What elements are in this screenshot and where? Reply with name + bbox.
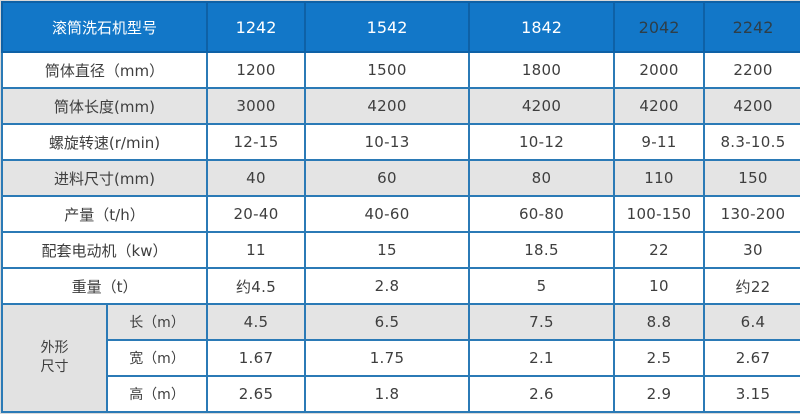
cell-value: 40-60 xyxy=(304,195,471,233)
table-row-feed-size: 进料尺寸(mm) 40 60 80 110 150 xyxy=(0,159,800,197)
row-label: 长（m） xyxy=(105,303,209,341)
cell-value: 40 xyxy=(206,159,307,197)
cell-value: 130-200 xyxy=(703,195,800,233)
cell-value: 80 xyxy=(468,159,616,197)
cell-value: 10-12 xyxy=(468,123,616,161)
model-header-1542: 1542 xyxy=(304,1,471,53)
cell-value: 6.5 xyxy=(304,303,471,341)
cell-value: 9-11 xyxy=(613,123,706,161)
cell-value: 3.15 xyxy=(703,375,800,413)
cell-value: 2.65 xyxy=(206,375,307,413)
cell-value: 7.5 xyxy=(468,303,616,341)
table-row-drum-length: 筒体长度(mm) 3000 4200 4200 4200 4200 xyxy=(0,87,800,125)
cell-value: 3000 xyxy=(206,87,307,125)
table-row-drum-diameter: 筒体直径（mm） 1200 1500 1800 2000 2200 xyxy=(0,51,800,89)
row-label: 产量（t/h） xyxy=(0,195,209,233)
cell-value: 约22 xyxy=(703,267,800,305)
cell-value: 2000 xyxy=(613,51,706,89)
header-row: 滚筒洗石机型号 1242 1542 1842 2042 2242 xyxy=(0,1,800,53)
table-row-dim-length: 外形 尺寸 长（m） 4.5 6.5 7.5 8.8 6.4 xyxy=(1,303,800,413)
row-label: 螺旋转速(r/min) xyxy=(0,123,209,161)
cell-value: 150 xyxy=(703,159,800,197)
table-title: 滚筒洗石机型号 xyxy=(0,1,209,53)
row-label: 进料尺寸(mm) xyxy=(0,159,209,197)
cell-value: 1.67 xyxy=(206,339,307,377)
cell-value: 2.9 xyxy=(613,375,706,413)
table-row-spiral-speed: 螺旋转速(r/min) 12-15 10-13 10-12 9-11 8.3-1… xyxy=(0,123,800,161)
cell-value: 2200 xyxy=(703,51,800,89)
row-label: 高（m） xyxy=(105,375,209,413)
row-label: 筒体直径（mm） xyxy=(0,51,209,89)
model-header-2242: 2242 xyxy=(703,1,800,53)
dimension-group-label: 外形 尺寸 xyxy=(1,303,108,413)
cell-value: 4200 xyxy=(613,87,706,125)
cell-value: 100-150 xyxy=(613,195,706,233)
cell-value: 1800 xyxy=(468,51,616,89)
table-row-dim-width: 宽（m） 1.67 1.75 2.1 2.5 2.67 xyxy=(2,339,800,377)
cell-value: 2.1 xyxy=(468,339,616,377)
row-label: 宽（m） xyxy=(105,339,209,377)
table-row-motor-power: 配套电动机（kw） 11 15 18.5 22 30 xyxy=(0,231,800,269)
row-label: 重量（t） xyxy=(0,267,209,305)
cell-value: 2.67 xyxy=(703,339,800,377)
cell-value: 4200 xyxy=(304,87,471,125)
dimension-group-line1: 外形 xyxy=(40,340,69,357)
cell-value: 2.8 xyxy=(304,267,471,305)
cell-value: 5 xyxy=(468,267,616,305)
cell-value: 10-13 xyxy=(304,123,471,161)
row-label: 筒体长度(mm) xyxy=(0,87,209,125)
model-header-2042: 2042 xyxy=(613,1,706,53)
cell-value: 1200 xyxy=(206,51,307,89)
row-label: 配套电动机（kw） xyxy=(0,231,209,269)
cell-value: 2.5 xyxy=(613,339,706,377)
cell-value: 4200 xyxy=(703,87,800,125)
model-header-1242: 1242 xyxy=(206,1,307,53)
table-row-dim-height: 高（m） 2.65 1.8 2.6 2.9 3.15 xyxy=(2,375,800,413)
dimension-group-line2: 尺寸 xyxy=(40,359,69,375)
cell-value: 10 xyxy=(613,267,706,305)
cell-value: 8.3-10.5 xyxy=(703,123,800,161)
cell-value: 6.4 xyxy=(703,303,800,341)
cell-value: 18.5 xyxy=(468,231,616,269)
cell-value: 4200 xyxy=(468,87,616,125)
cell-value: 约4.5 xyxy=(206,267,307,305)
cell-value: 1.75 xyxy=(304,339,471,377)
table-row-capacity: 产量（t/h） 20-40 40-60 60-80 100-150 130-20… xyxy=(0,195,800,233)
cell-value: 11 xyxy=(206,231,307,269)
cell-value: 20-40 xyxy=(206,195,307,233)
cell-value: 60-80 xyxy=(468,195,616,233)
cell-value: 22 xyxy=(613,231,706,269)
cell-value: 1500 xyxy=(304,51,471,89)
table-row-weight: 重量（t） 约4.5 2.8 5 10 约22 xyxy=(0,267,800,305)
cell-value: 4.5 xyxy=(206,303,307,341)
cell-value: 30 xyxy=(703,231,800,269)
cell-value: 1.8 xyxy=(304,375,471,413)
cell-value: 110 xyxy=(613,159,706,197)
cell-value: 8.8 xyxy=(613,303,706,341)
cell-value: 15 xyxy=(304,231,471,269)
cell-value: 60 xyxy=(304,159,471,197)
cell-value: 12-15 xyxy=(206,123,307,161)
model-header-1842: 1842 xyxy=(468,1,616,53)
cell-value: 2.6 xyxy=(468,375,616,413)
